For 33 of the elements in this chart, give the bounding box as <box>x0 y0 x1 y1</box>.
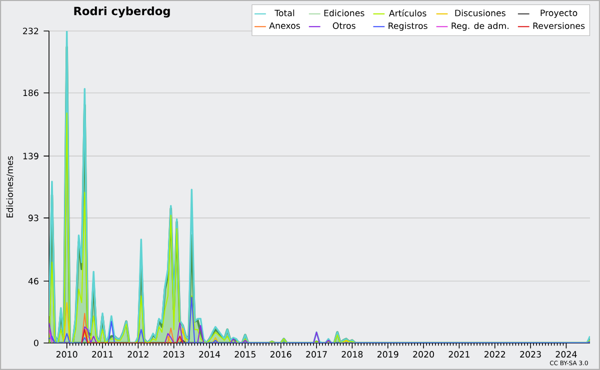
x-tick-label: 2023 <box>520 351 541 358</box>
x-tick-label: 2021 <box>448 351 470 358</box>
x-tick-label: 2022 <box>484 351 506 358</box>
x-tick-label: 2013 <box>163 351 184 358</box>
y-tick-label: 46 <box>28 278 38 284</box>
y-tick-label: 139 <box>23 152 38 160</box>
legend-label: Proyecto <box>540 10 578 18</box>
legend-label: Otros <box>332 22 356 29</box>
y-tick-label: 186 <box>23 90 38 96</box>
y-tick-label: 0 <box>34 340 38 346</box>
legend-label: Total <box>274 10 294 16</box>
x-tick-label: 2016 <box>270 351 292 358</box>
y-tick-label: 232 <box>23 28 38 34</box>
legend-label: Discusiones <box>455 10 506 16</box>
x-tick-label: 2014 <box>199 351 220 358</box>
x-tick-label: 2018 <box>342 351 363 358</box>
x-tick-label: 2017 <box>306 351 327 358</box>
legend-label: Reg. de adm. <box>452 22 508 31</box>
x-tick-label: 2010 <box>56 351 78 358</box>
x-tick-label: 2011 <box>92 351 113 358</box>
legend-label: Reversiones <box>533 22 585 30</box>
y-axis-title: Ediciones/mes <box>6 156 14 218</box>
legend-label: Anexos <box>269 22 300 29</box>
legend-label: Ediciones <box>324 10 364 16</box>
x-tick-label: 2015 <box>234 351 256 358</box>
x-tick-label: 2012 <box>128 351 148 358</box>
x-tick-label: 2019 <box>377 351 398 358</box>
x-tick-label: 2020 <box>413 351 434 358</box>
x-tick-label: 2024 <box>556 351 577 358</box>
legend-label: Artículos <box>388 9 426 16</box>
y-tick-label: 93 <box>28 214 38 222</box>
legend-label: Registros <box>388 22 428 31</box>
chart-title: Rodri cyberdog <box>74 6 170 18</box>
